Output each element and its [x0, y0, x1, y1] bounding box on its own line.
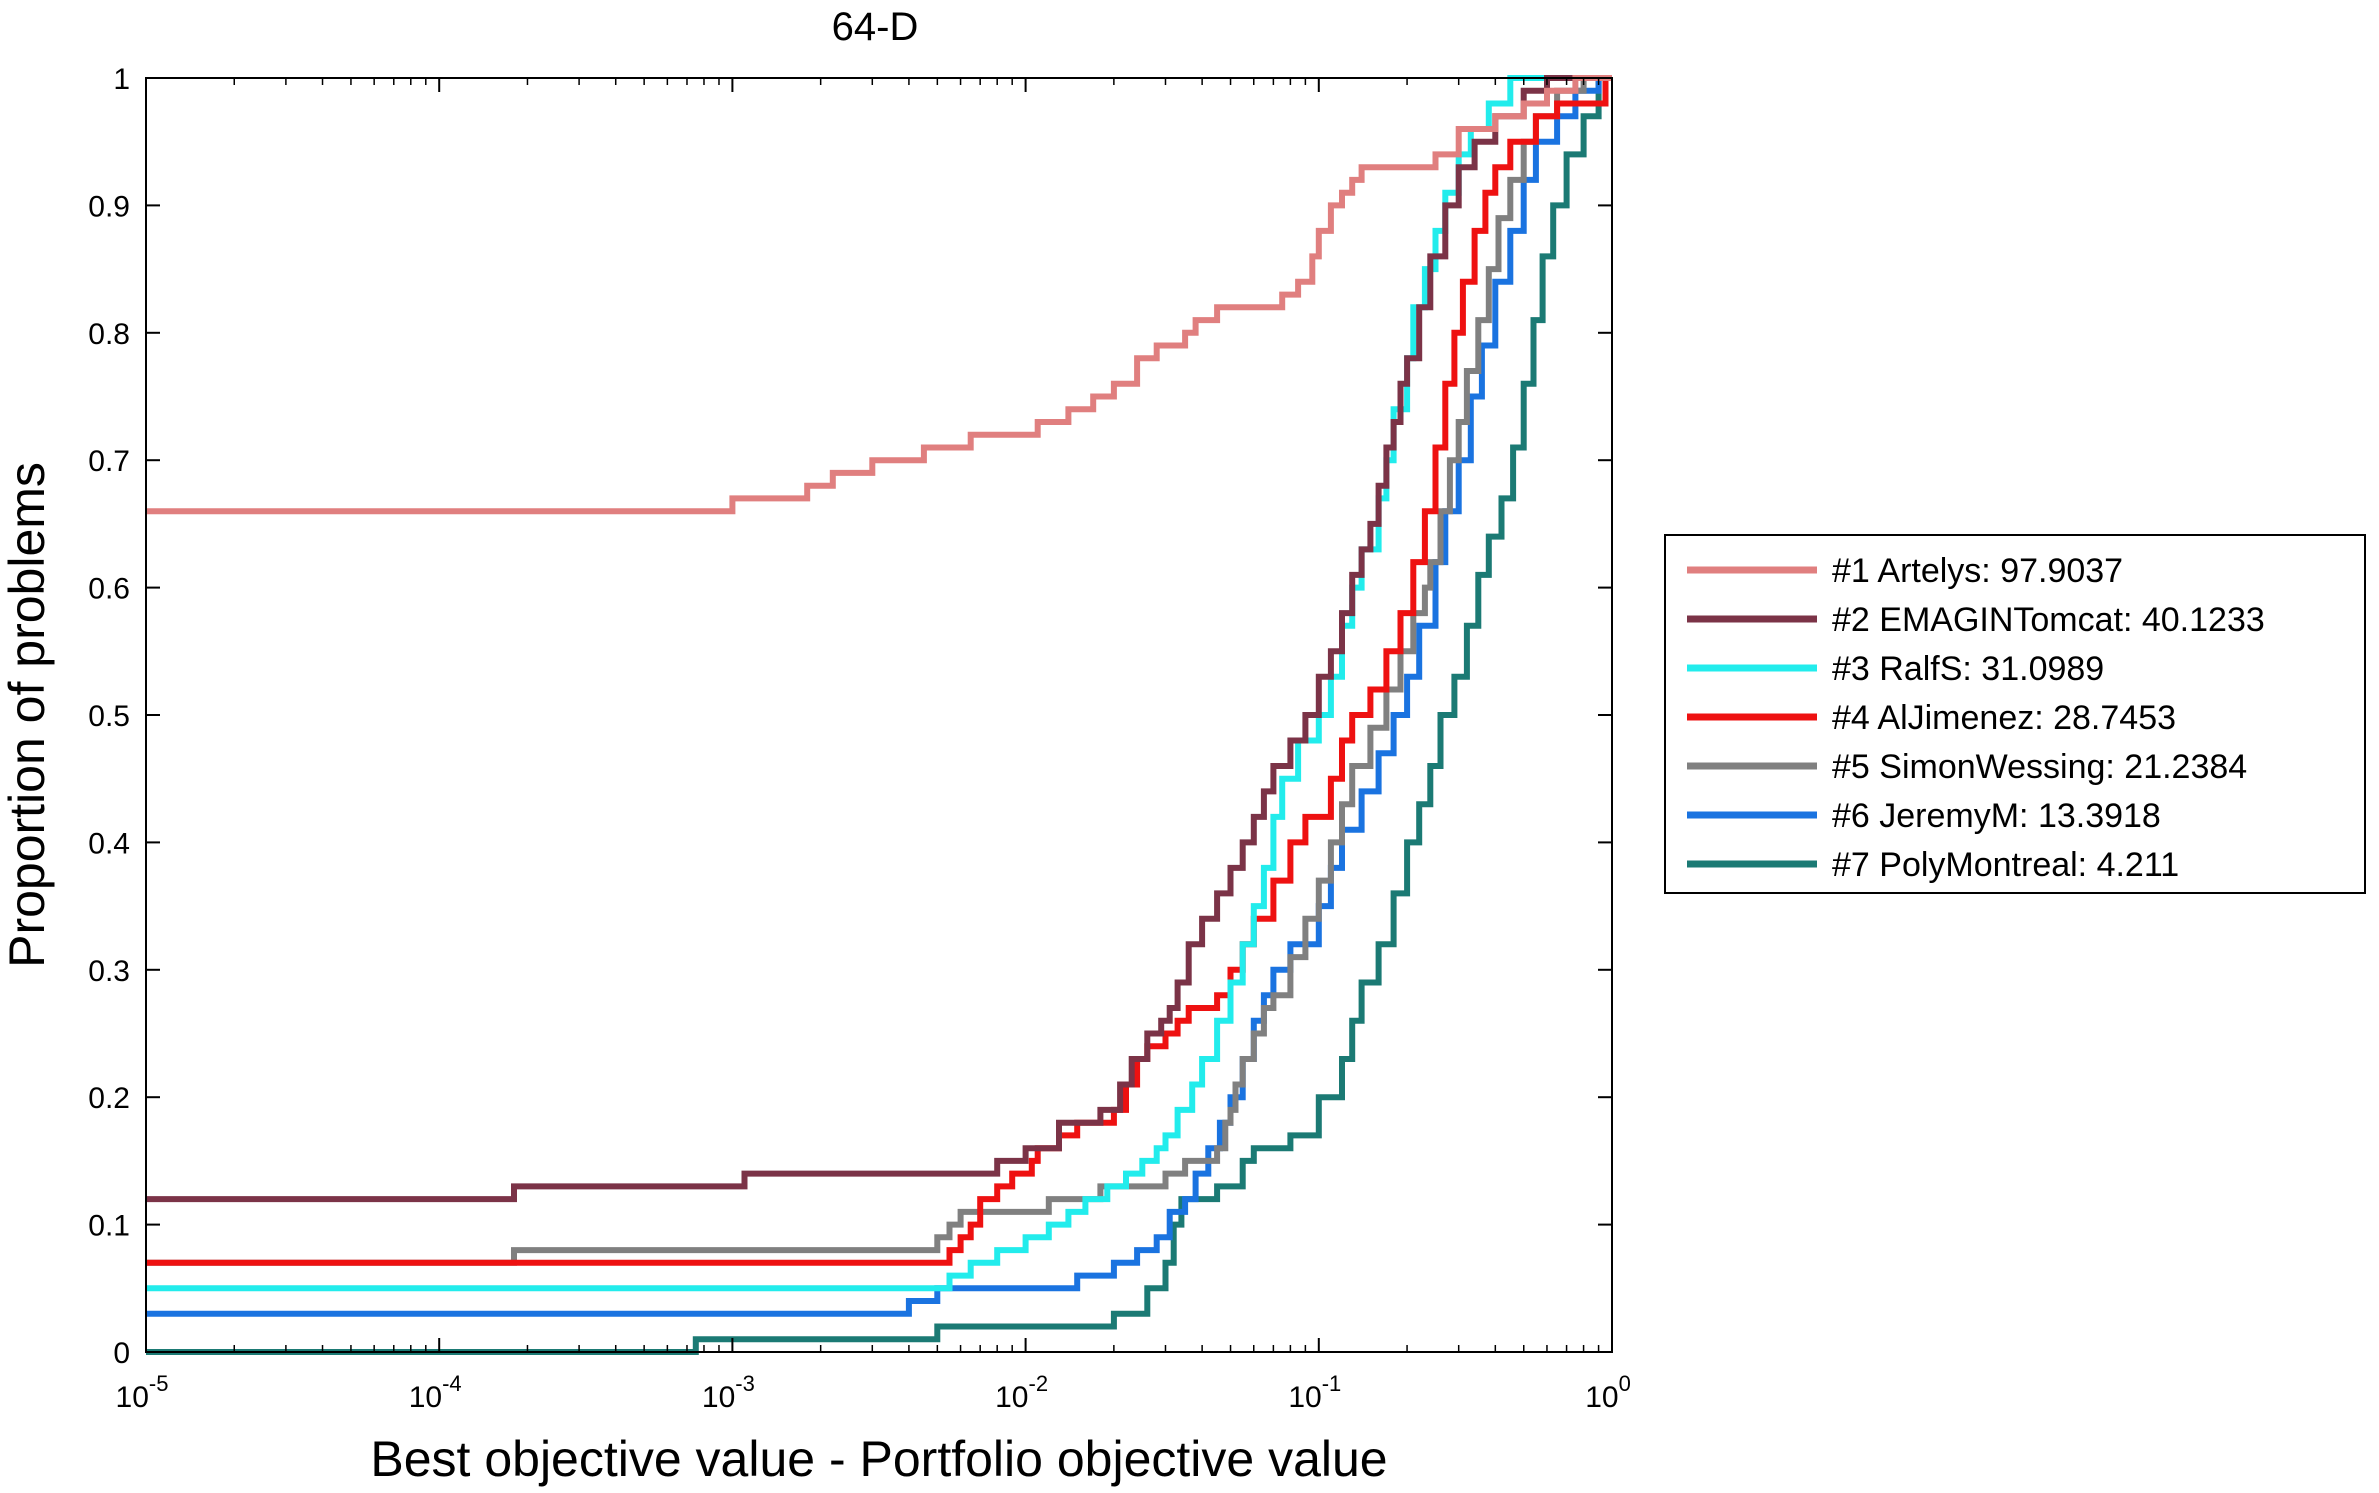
legend-items: #1 Artelys: 97.9037 #2 EMAGINTomcat: 40.1…: [1687, 552, 2265, 884]
y-tick-label: 0.4: [88, 827, 130, 860]
x-axis-title: Best objective value - Portfolio objecti…: [370, 1431, 1387, 1487]
x-tick-exponent: -5: [149, 1371, 169, 1396]
y-tick-label: 0.9: [88, 190, 130, 223]
y-tick-label: 1: [113, 63, 130, 96]
legend-label-5: #5 SimonWessing: 21.2384: [1832, 748, 2247, 786]
y-tick-label: 0.2: [88, 1082, 130, 1115]
legend-label-2: #2 EMAGINTomcat: 40.1233: [1832, 601, 2265, 639]
legend-label-7: #7 PolyMontreal: 4.211: [1832, 846, 2179, 884]
y-tick-label: 0.8: [88, 318, 130, 351]
x-tick-exponent: -2: [1029, 1371, 1049, 1396]
y-axis-title: Proportion of problems: [0, 462, 55, 968]
series-line-3: [146, 75, 1612, 1292]
x-tick-exponent: -3: [735, 1371, 755, 1396]
series-line-1: [146, 75, 1612, 515]
series-line-7: [146, 75, 1612, 1355]
x-tick-exponent: -1: [1322, 1371, 1342, 1396]
y-tick-label: 0.3: [88, 955, 130, 988]
y-tick-label: 0.5: [88, 700, 130, 733]
legend: #1 Artelys: 97.9037 #2 EMAGINTomcat: 40.1…: [1664, 534, 2366, 894]
legend-label-1: #1 Artelys: 97.9037: [1832, 552, 2123, 590]
chart-title: 64-D: [832, 5, 919, 49]
y-tick-label: 0.7: [88, 445, 130, 478]
y-tick-label: 0.1: [88, 1210, 130, 1243]
series-line-5: [146, 75, 1612, 1266]
legend-label-6: #6 JeremyM: 13.3918: [1832, 797, 2161, 835]
x-tick-exponent: -4: [442, 1371, 462, 1396]
y-tick-label: 0: [113, 1337, 130, 1370]
series-line-6: [146, 75, 1612, 1317]
y-tick-label: 0.6: [88, 573, 130, 606]
series-line-4: [146, 75, 1612, 1266]
legend-label-3: #3 RalfS: 31.0989: [1832, 650, 2104, 688]
x-tick-exponent: 0: [1619, 1371, 1631, 1396]
series-line-2: [146, 75, 1612, 1203]
legend-label-4: #4 AlJimenez: 28.7453: [1832, 699, 2176, 737]
series-layer: [146, 75, 1612, 1355]
